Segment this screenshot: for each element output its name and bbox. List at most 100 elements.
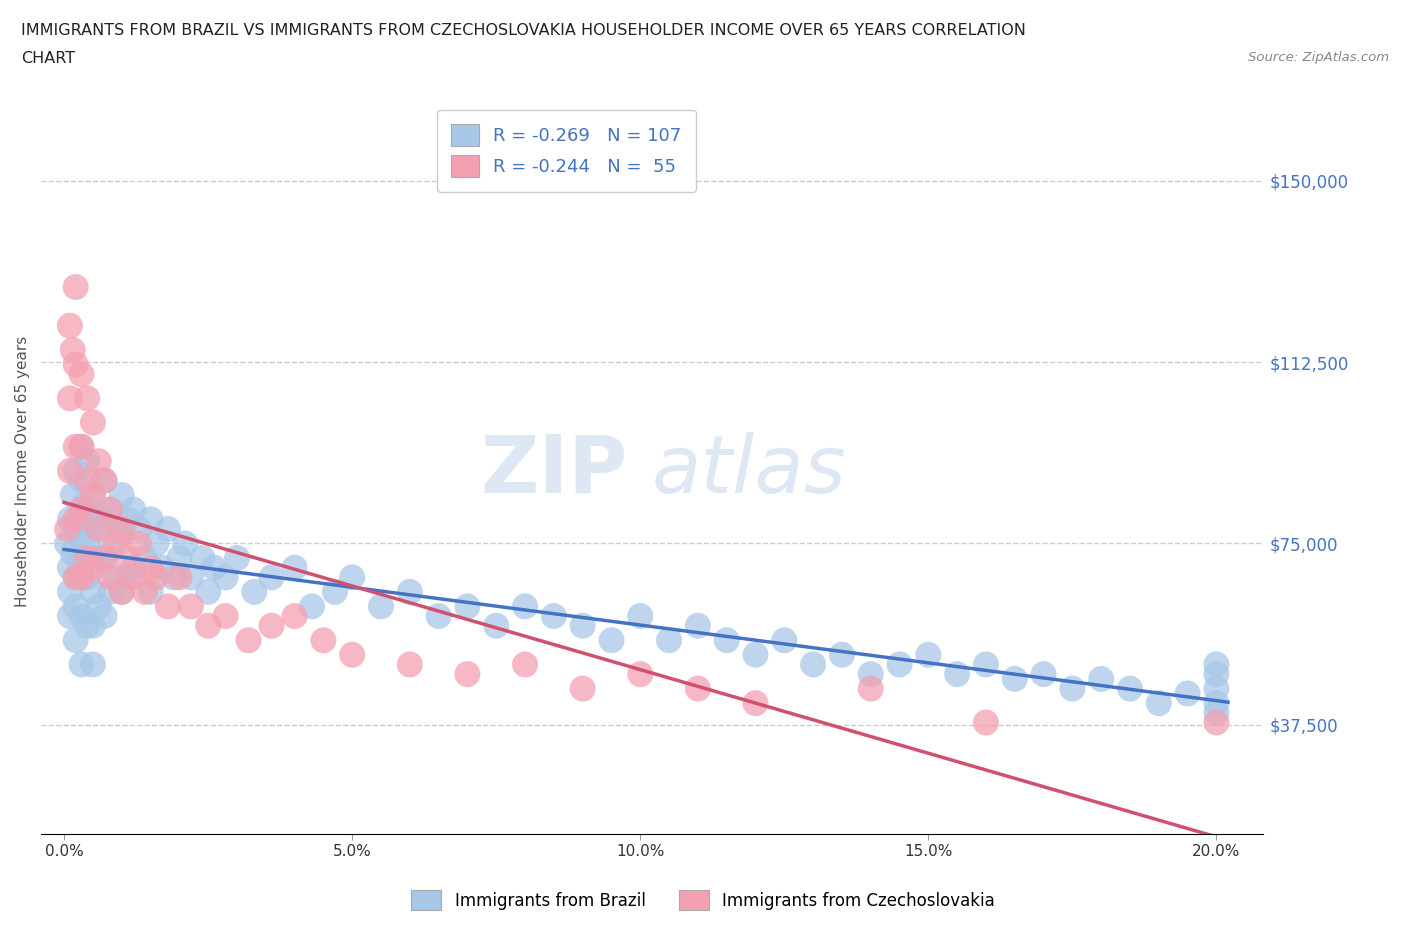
- Point: [398, 584, 420, 599]
- Point: [122, 560, 145, 575]
- Point: [76, 536, 98, 551]
- Point: [974, 657, 997, 671]
- Point: [301, 599, 323, 614]
- Point: [134, 551, 156, 565]
- Point: [62, 487, 84, 502]
- Point: [1205, 667, 1227, 682]
- Point: [93, 608, 115, 623]
- Point: [65, 632, 87, 647]
- Point: [513, 599, 536, 614]
- Point: [70, 657, 93, 671]
- Point: [156, 522, 179, 537]
- Point: [111, 526, 134, 541]
- Point: [260, 570, 283, 585]
- Point: [70, 608, 93, 623]
- Point: [82, 584, 104, 599]
- Point: [59, 584, 82, 599]
- Point: [98, 502, 121, 517]
- Point: [82, 487, 104, 502]
- Point: [76, 570, 98, 585]
- Point: [238, 632, 260, 647]
- Point: [62, 546, 84, 561]
- Point: [1004, 671, 1026, 686]
- Point: [82, 657, 104, 671]
- Text: atlas: atlas: [652, 432, 846, 510]
- Point: [571, 618, 593, 633]
- Point: [105, 536, 128, 551]
- Y-axis label: Householder Income Over 65 years: Householder Income Over 65 years: [15, 336, 30, 606]
- Point: [70, 473, 93, 488]
- Point: [65, 599, 87, 614]
- Point: [65, 463, 87, 478]
- Point: [70, 536, 93, 551]
- Point: [65, 512, 87, 526]
- Point: [128, 522, 150, 537]
- Point: [82, 560, 104, 575]
- Point: [87, 454, 110, 469]
- Point: [134, 584, 156, 599]
- Point: [889, 657, 911, 671]
- Text: IMMIGRANTS FROM BRAZIL VS IMMIGRANTS FROM CZECHOSLOVAKIA HOUSEHOLDER INCOME OVER: IMMIGRANTS FROM BRAZIL VS IMMIGRANTS FRO…: [21, 23, 1026, 38]
- Point: [485, 618, 508, 633]
- Point: [76, 551, 98, 565]
- Point: [169, 551, 191, 565]
- Point: [139, 560, 162, 575]
- Point: [145, 570, 167, 585]
- Point: [59, 463, 82, 478]
- Text: Source: ZipAtlas.com: Source: ZipAtlas.com: [1249, 51, 1389, 64]
- Text: ZIP: ZIP: [479, 432, 627, 510]
- Point: [571, 681, 593, 696]
- Point: [98, 502, 121, 517]
- Point: [82, 487, 104, 502]
- Point: [98, 536, 121, 551]
- Point: [70, 570, 93, 585]
- Text: CHART: CHART: [21, 51, 75, 66]
- Point: [111, 584, 134, 599]
- Point: [214, 570, 236, 585]
- Point: [65, 522, 87, 537]
- Point: [1062, 681, 1084, 696]
- Point: [202, 560, 225, 575]
- Point: [197, 618, 219, 633]
- Point: [342, 647, 364, 662]
- Point: [370, 599, 392, 614]
- Point: [65, 570, 87, 585]
- Point: [111, 584, 134, 599]
- Point: [87, 551, 110, 565]
- Point: [1205, 696, 1227, 711]
- Point: [93, 473, 115, 488]
- Point: [56, 522, 79, 537]
- Point: [128, 536, 150, 551]
- Point: [56, 536, 79, 551]
- Point: [150, 560, 173, 575]
- Point: [76, 454, 98, 469]
- Point: [87, 522, 110, 537]
- Point: [859, 667, 882, 682]
- Point: [139, 512, 162, 526]
- Point: [831, 647, 853, 662]
- Point: [162, 570, 184, 585]
- Point: [65, 570, 87, 585]
- Point: [117, 551, 139, 565]
- Point: [946, 667, 969, 682]
- Point: [70, 439, 93, 454]
- Point: [1032, 667, 1054, 682]
- Point: [260, 618, 283, 633]
- Point: [974, 715, 997, 730]
- Point: [59, 512, 82, 526]
- Point: [1205, 715, 1227, 730]
- Point: [82, 551, 104, 565]
- Legend: R = -0.269   N = 107, R = -0.244   N =  55: R = -0.269 N = 107, R = -0.244 N = 55: [437, 110, 696, 192]
- Point: [1090, 671, 1112, 686]
- Point: [1147, 696, 1170, 711]
- Point: [214, 608, 236, 623]
- Point: [76, 618, 98, 633]
- Point: [122, 570, 145, 585]
- Point: [716, 632, 738, 647]
- Point: [93, 551, 115, 565]
- Point: [111, 487, 134, 502]
- Point: [70, 512, 93, 526]
- Point: [117, 570, 139, 585]
- Point: [145, 536, 167, 551]
- Point: [59, 391, 82, 405]
